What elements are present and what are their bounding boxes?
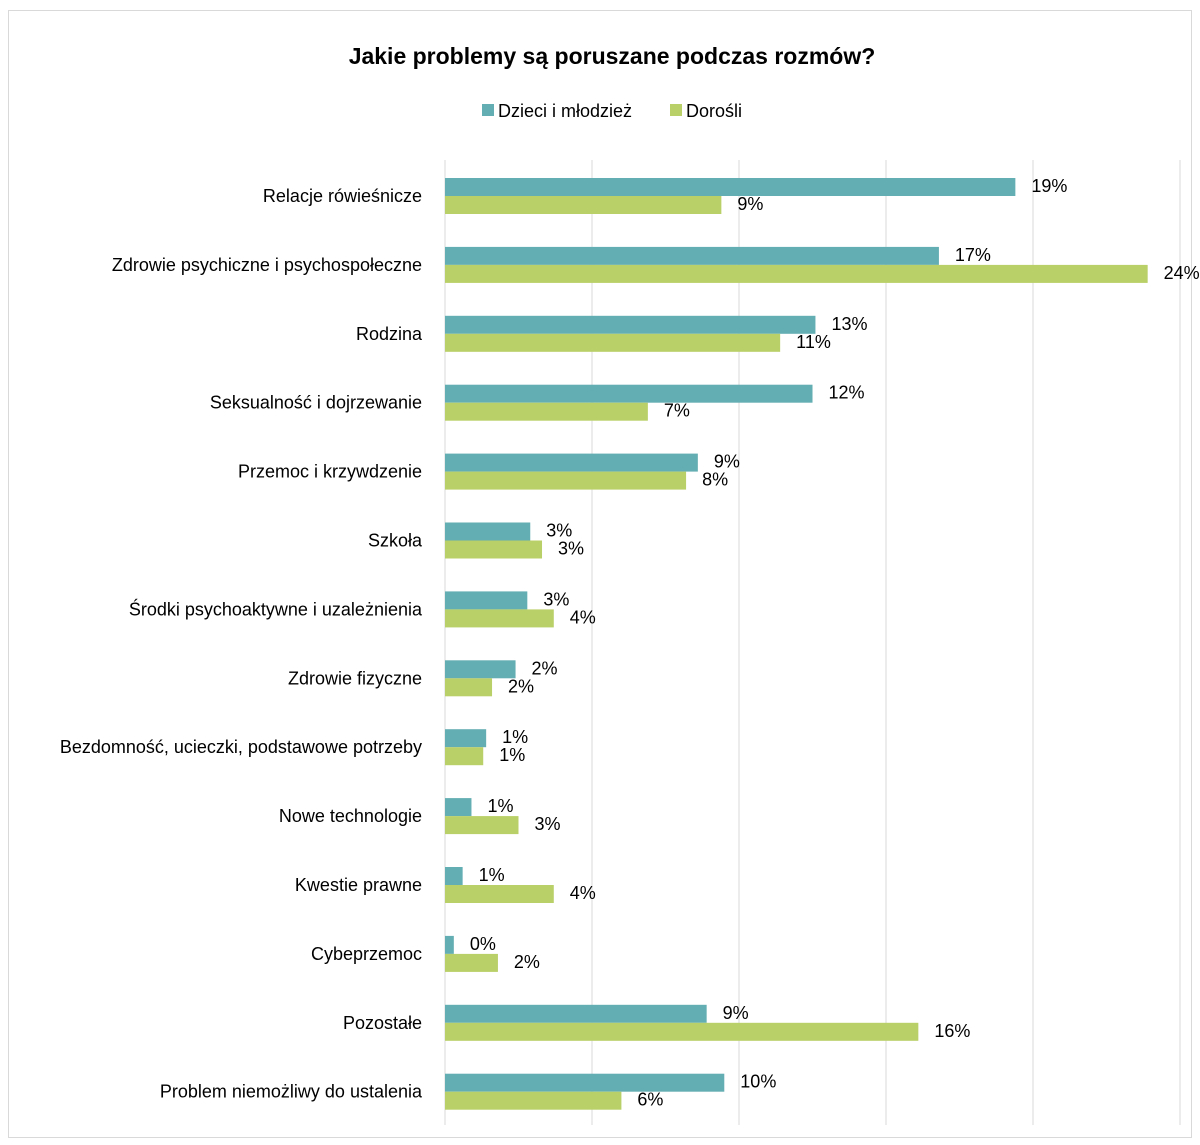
category-label: Bezdomność, ucieczki, podstawowe potrzeb… (60, 737, 422, 757)
data-label: 19% (1031, 176, 1067, 196)
bar (445, 1004, 707, 1023)
bar (445, 747, 484, 766)
data-label: 2% (508, 676, 534, 696)
bar (445, 384, 813, 403)
bar (445, 1073, 725, 1092)
data-label: 3% (543, 589, 569, 609)
category-label: Relacje rówieśnicze (263, 186, 422, 206)
bar (445, 935, 454, 954)
bar (445, 953, 498, 972)
data-label: 11% (796, 332, 831, 352)
category-label: Nowe technologie (279, 806, 422, 826)
data-label: 1% (479, 865, 505, 885)
data-label: 3% (546, 521, 572, 541)
data-label: 24% (1164, 263, 1200, 283)
chart-frame (8, 10, 1192, 1138)
data-label: 9% (737, 194, 763, 214)
data-label: 6% (637, 1090, 663, 1110)
bar (445, 178, 1016, 196)
data-label: 4% (570, 607, 596, 627)
data-label: 2% (514, 952, 540, 972)
bar (445, 816, 519, 835)
legend-swatch (482, 104, 494, 116)
data-label: 13% (831, 314, 867, 334)
category-label: Zdrowie psychiczne i psychospołeczne (112, 255, 422, 275)
bar (445, 333, 781, 352)
legend: Dzieci i młodzież Dorośli (482, 101, 742, 121)
data-label: 16% (934, 1021, 970, 1041)
bar (445, 591, 528, 610)
category-label: Seksualność i dojrzewanie (210, 393, 422, 413)
bar (445, 522, 531, 541)
data-label: 1% (499, 745, 525, 765)
bar (445, 315, 816, 334)
bar (445, 678, 493, 697)
data-label: 9% (714, 452, 740, 472)
bar (445, 729, 487, 748)
data-label: 17% (955, 245, 991, 265)
chart-title: Jakie problemy są poruszane podczas rozm… (349, 43, 876, 69)
bar (445, 798, 472, 817)
category-label: Środki psychoaktywne i uzależnienia (129, 598, 423, 619)
legend-label: Dorośli (686, 101, 742, 121)
bar (445, 609, 554, 628)
data-label: 3% (535, 814, 561, 834)
data-label: 7% (664, 401, 690, 421)
bar (445, 540, 543, 559)
data-label: 12% (829, 383, 865, 403)
bar (445, 1091, 622, 1110)
bar (445, 660, 516, 679)
category-label: Cybeprzemoc (311, 944, 422, 964)
data-label: 10% (740, 1072, 776, 1092)
bar (445, 402, 648, 421)
bar (445, 885, 554, 903)
data-label: 1% (487, 796, 513, 816)
legend-label: Dzieci i młodzież (498, 101, 632, 121)
category-label: Rodzina (356, 324, 423, 344)
bar (445, 867, 463, 885)
bar (445, 453, 698, 472)
data-label: 2% (532, 658, 558, 678)
data-label: 9% (723, 1003, 749, 1023)
category-label: Szkoła (368, 531, 423, 551)
bar (445, 196, 722, 214)
data-label: 8% (702, 470, 728, 490)
data-label: 1% (502, 727, 528, 747)
category-labels: Relacje rówieśnicze Zdrowie psychiczne i … (60, 186, 423, 1102)
category-label: Kwestie prawne (295, 875, 422, 895)
bars (445, 178, 1148, 1110)
category-label: Przemoc i krzywdzenie (238, 462, 422, 482)
category-label: Problem niemożliwy do ustalenia (160, 1082, 423, 1102)
bar (445, 1022, 919, 1041)
legend-swatch (670, 104, 682, 116)
data-label: 3% (558, 539, 584, 559)
category-label: Zdrowie fizyczne (288, 668, 422, 688)
bar (445, 264, 1148, 283)
value-labels: 19%9%17%24%13%11%12%7%9%8%3%3%3%4%2%2%1%… (470, 176, 1200, 1110)
bar (445, 246, 939, 265)
data-label: 4% (570, 883, 596, 903)
grid (444, 160, 1181, 1125)
category-label: Pozostałe (343, 1013, 422, 1033)
data-label: 0% (470, 934, 496, 954)
bar (445, 471, 687, 490)
